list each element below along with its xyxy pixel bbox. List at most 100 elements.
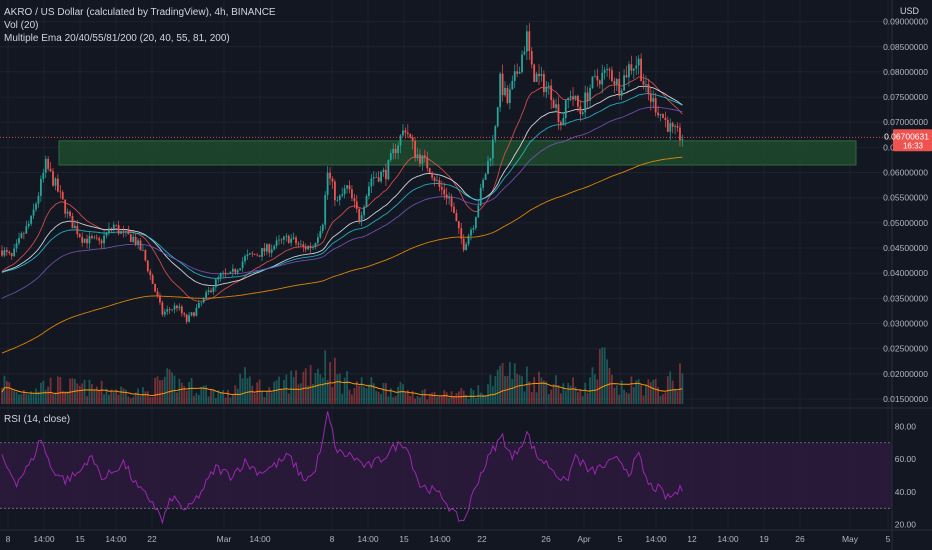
volume-bar [32, 393, 35, 404]
volume-bar [115, 389, 118, 404]
volume-bar [523, 391, 526, 404]
candle-body [103, 235, 105, 244]
candle-body [159, 296, 161, 303]
candle-body [455, 213, 458, 222]
candle-body [202, 297, 205, 303]
volume-bar [108, 394, 110, 404]
candle-body [628, 64, 630, 78]
volume-bar [154, 378, 156, 404]
candle-body [375, 177, 378, 178]
volume-bar [309, 365, 312, 404]
time-tick-label: Apr [577, 534, 590, 544]
candle-body [178, 306, 181, 309]
candle-body [630, 64, 633, 71]
candle-body [402, 130, 404, 136]
price-tick-label: 0.01500000 [883, 394, 928, 404]
candle-body [295, 237, 297, 244]
volume-bar [457, 391, 460, 404]
volume-bar [86, 396, 88, 404]
candle-body [438, 180, 441, 188]
candle-body [229, 271, 232, 274]
volume-bar [251, 385, 254, 404]
candle-body [550, 85, 553, 100]
volume-bar [110, 389, 113, 404]
grid-lines [0, 0, 892, 530]
rsi-axis[interactable]: 80.00 60.00 40.00 20.00 [895, 421, 917, 529]
volume-bar [666, 376, 669, 404]
volume-bar [88, 379, 91, 404]
price-pane[interactable] [0, 23, 892, 404]
candle-body [222, 272, 225, 274]
volume-bar [275, 380, 278, 404]
volume-bar [669, 371, 672, 404]
volume-bar [173, 375, 176, 404]
candle-body [227, 273, 229, 275]
volume-bar [270, 392, 273, 404]
candle-body [662, 114, 664, 118]
time-tick-label: 5 [886, 534, 891, 544]
volume-bar [484, 395, 487, 404]
time-axis[interactable]: 8 14:00 15 14:00 22 Mar 14:00 8 14:00 15 14:00 22 26… [6, 534, 891, 544]
volume-bar [10, 389, 13, 404]
rsi-band [0, 442, 892, 509]
volume-bar [13, 390, 16, 404]
candle-body [285, 235, 288, 237]
symbol-title[interactable]: AKRO / US Dollar (calculated by TradingV… [4, 7, 276, 18]
candle-body [251, 253, 254, 255]
ema-indicator-label[interactable]: Multiple Ema 20/40/55/81/200 (20, 40, 55… [4, 33, 230, 44]
volume-bar [538, 371, 540, 404]
candle-body [287, 235, 290, 243]
volume-bar [399, 382, 402, 404]
volume-bar [450, 391, 453, 404]
volume-bar [185, 390, 188, 404]
candle-body [173, 305, 176, 310]
candle-body [394, 148, 397, 154]
candle-body [521, 54, 523, 73]
candle-body [611, 70, 613, 81]
volume-bar [125, 389, 127, 404]
candle-body [81, 236, 84, 243]
volume-bar [679, 363, 681, 404]
volume-bar [256, 382, 259, 404]
ema-81-line [1, 106, 683, 299]
candle-body [457, 221, 460, 229]
candle-body [168, 309, 171, 311]
volume-bar [69, 378, 71, 404]
price-tick-label: 0.02000000 [883, 369, 928, 379]
candle-body [329, 172, 331, 179]
candle-body [649, 93, 652, 102]
rsi-indicator-label[interactable]: RSI (14, close) [4, 414, 71, 425]
candle-body [470, 229, 472, 236]
volume-bar [431, 392, 434, 404]
volume-bar [183, 386, 186, 404]
volume-bar [601, 347, 604, 404]
volume-bar [338, 373, 341, 404]
time-tick-label: 26 [541, 534, 551, 544]
rsi-pane[interactable] [0, 411, 892, 525]
volume-bar [591, 367, 594, 404]
candle-body [472, 227, 475, 230]
volume-bar [562, 383, 565, 404]
candle-body [557, 104, 560, 123]
volume-bar [348, 389, 351, 404]
volume-bar [542, 380, 545, 404]
volume-bar [341, 393, 344, 404]
candle-body [190, 312, 193, 316]
volume-bar [414, 398, 416, 404]
volume-bar [146, 391, 149, 404]
candle-body [385, 169, 387, 180]
candle-body [86, 238, 88, 244]
volume-indicator-label[interactable]: Vol (20) [4, 20, 39, 31]
volume-bar [569, 385, 572, 404]
ema-200-line [1, 156, 683, 354]
volume-bar [1, 387, 3, 404]
candle-body [212, 287, 215, 293]
candle-body [428, 168, 431, 173]
volume-bar [176, 392, 178, 404]
candle-body [479, 187, 482, 206]
candle-body [309, 246, 312, 248]
volume-bar [455, 393, 458, 404]
candle-body [219, 272, 222, 278]
volume-bar [606, 359, 608, 404]
